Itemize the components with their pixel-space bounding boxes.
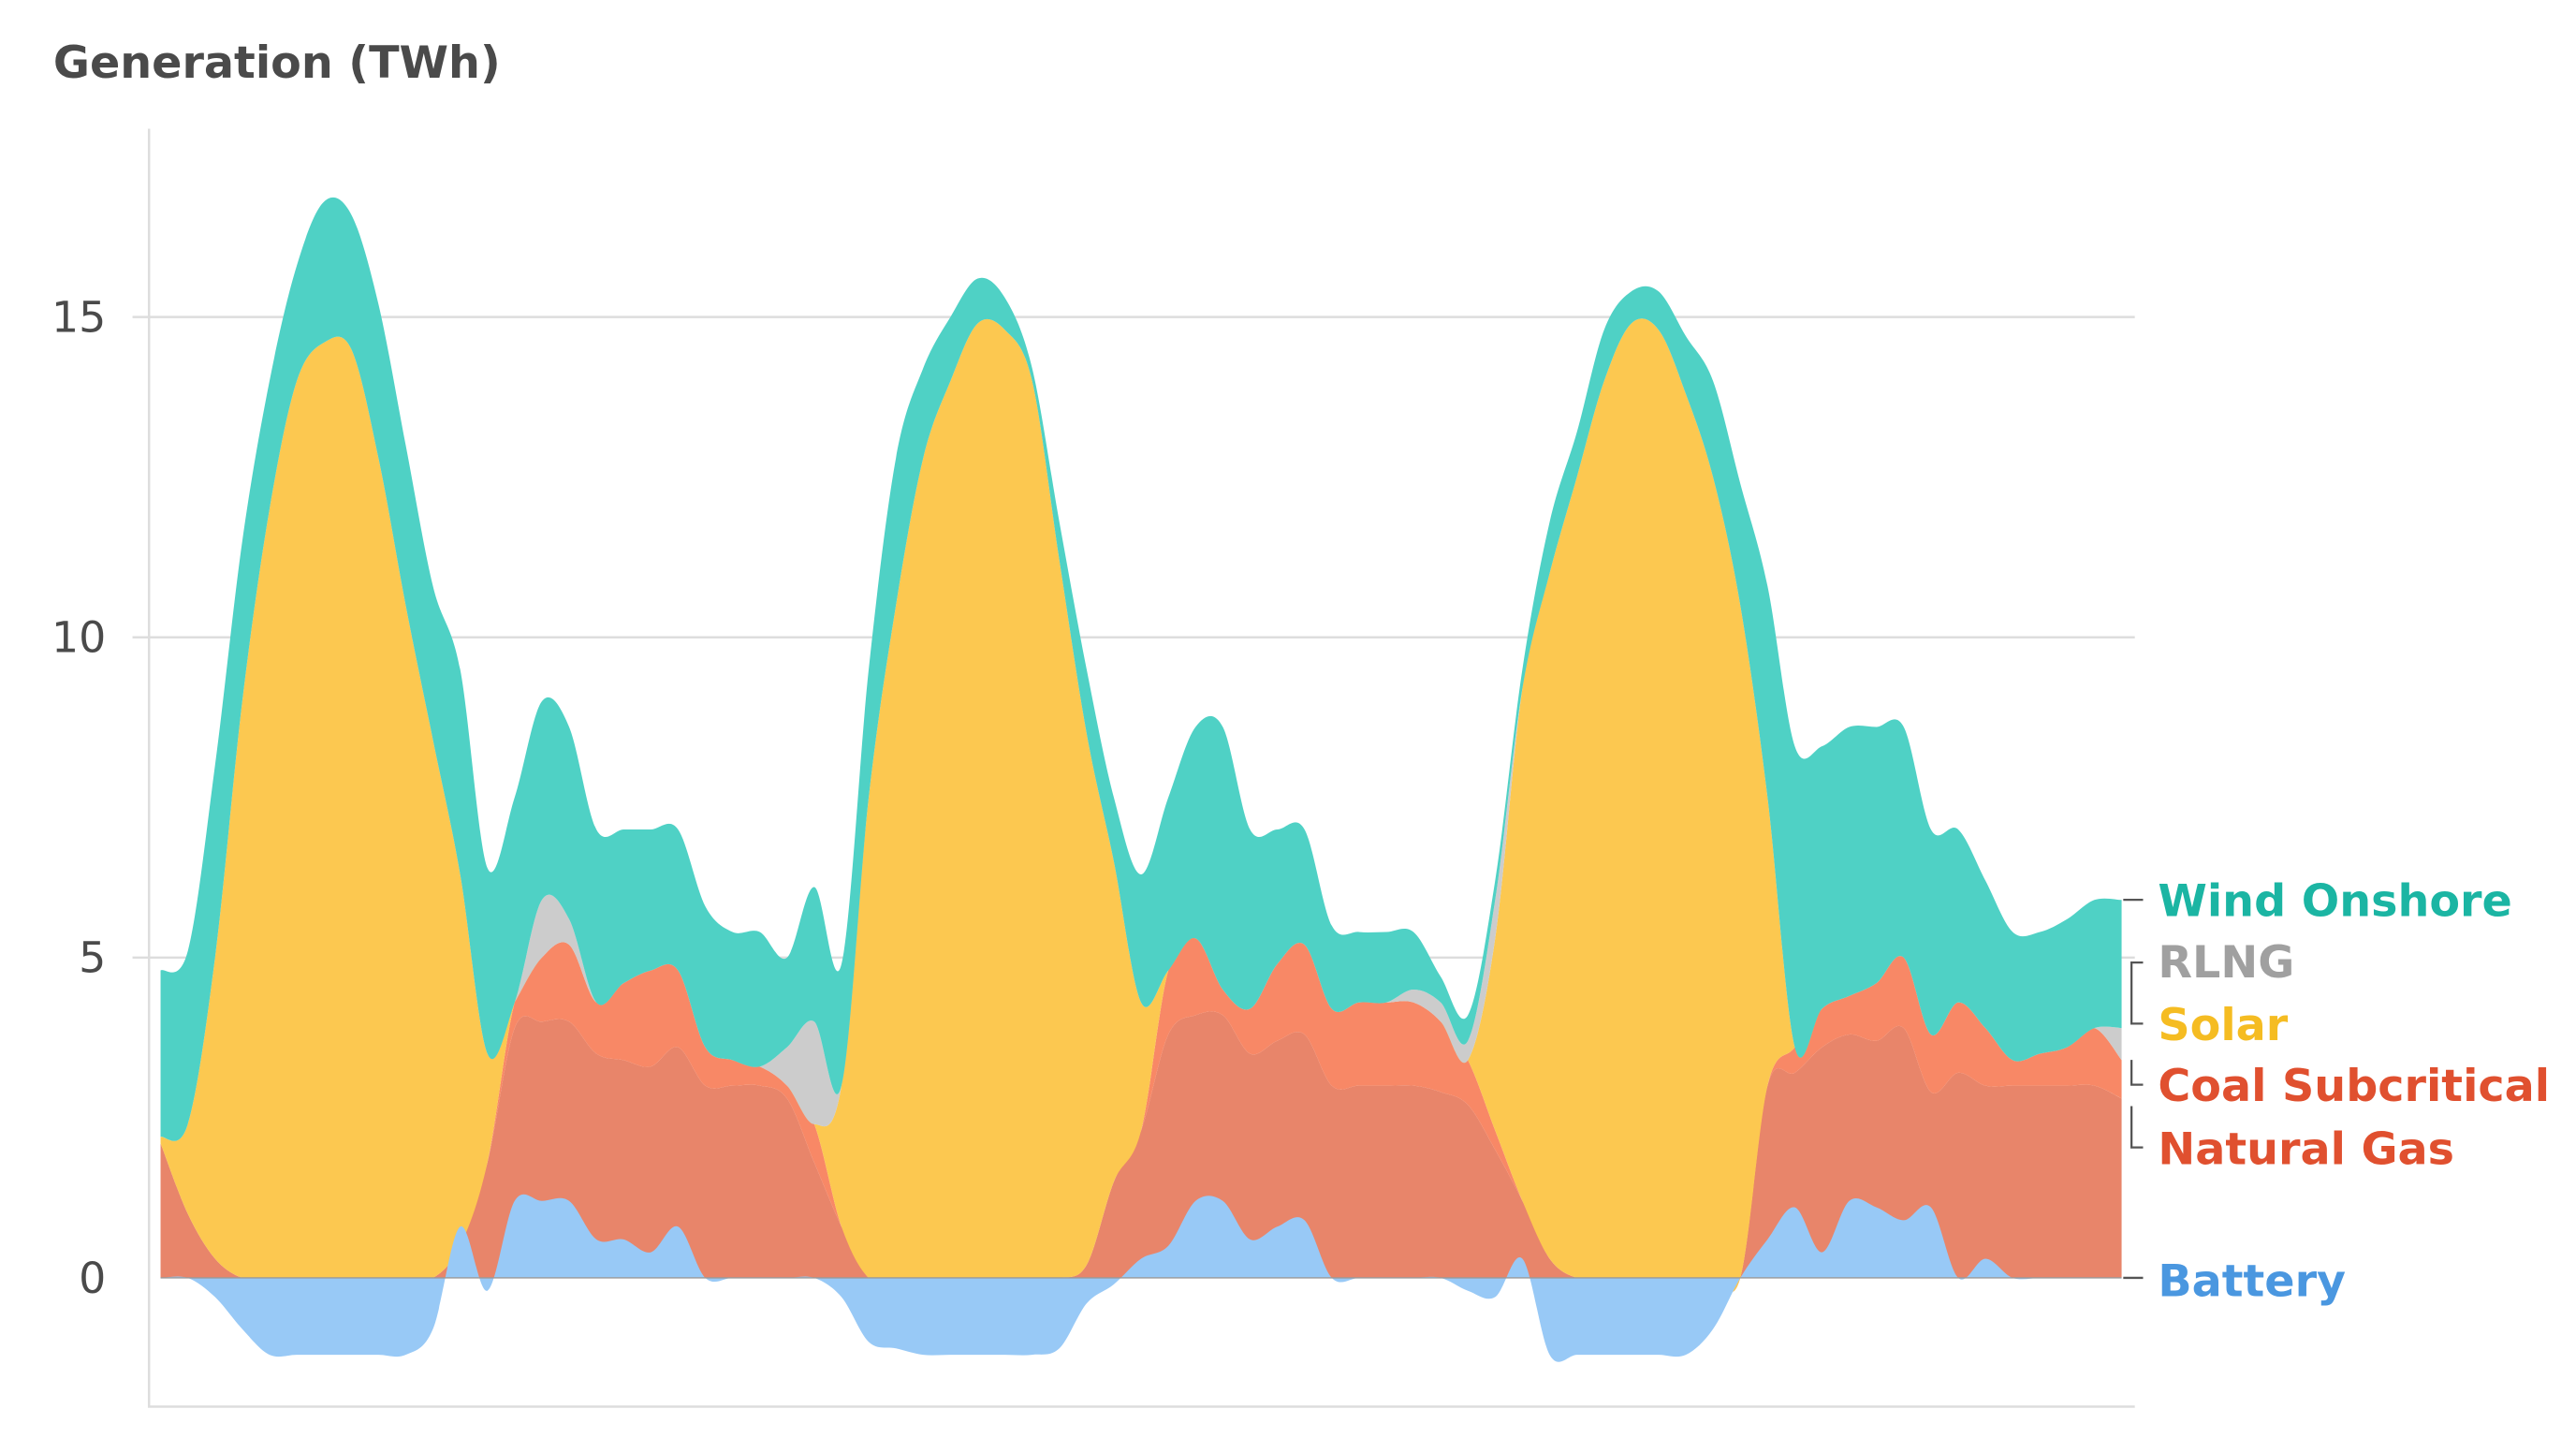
legend-rlng: RLNG	[2158, 937, 2294, 989]
legend-battery: Battery	[2158, 1255, 2346, 1307]
y-tick-label: 5	[79, 932, 106, 983]
legend-natural-gas: Natural Gas	[2158, 1123, 2454, 1175]
chart-title: Generation (TWh)	[53, 37, 501, 89]
legend-connector-coal	[2130, 1060, 2144, 1086]
y-axis-ticks: 0 5 10 15	[51, 291, 106, 1302]
area-wind	[160, 197, 2122, 1141]
legend-connector-rlng-solar	[2130, 961, 2144, 1025]
y-tick-label: 0	[79, 1253, 106, 1303]
y-tick-label: 10	[51, 612, 106, 663]
area-battery	[160, 1194, 2122, 1362]
area-gas	[160, 1011, 2122, 1293]
legend-solar: Solar	[2158, 1000, 2288, 1051]
axis-lines	[147, 128, 2135, 1408]
legend: Wind Onshore RLNG Solar Coal Subcritical…	[2123, 876, 2550, 1307]
stacked-areas	[160, 197, 2122, 1362]
legend-coal-subcritical: Coal Subcritical	[2158, 1061, 2550, 1112]
legend-connector-gas	[2130, 1106, 2144, 1149]
area-coal	[160, 937, 2122, 1293]
area-solar	[160, 318, 2122, 1293]
legend-wind-onshore: Wind Onshore	[2158, 876, 2511, 928]
y-tick-label: 15	[51, 291, 106, 342]
